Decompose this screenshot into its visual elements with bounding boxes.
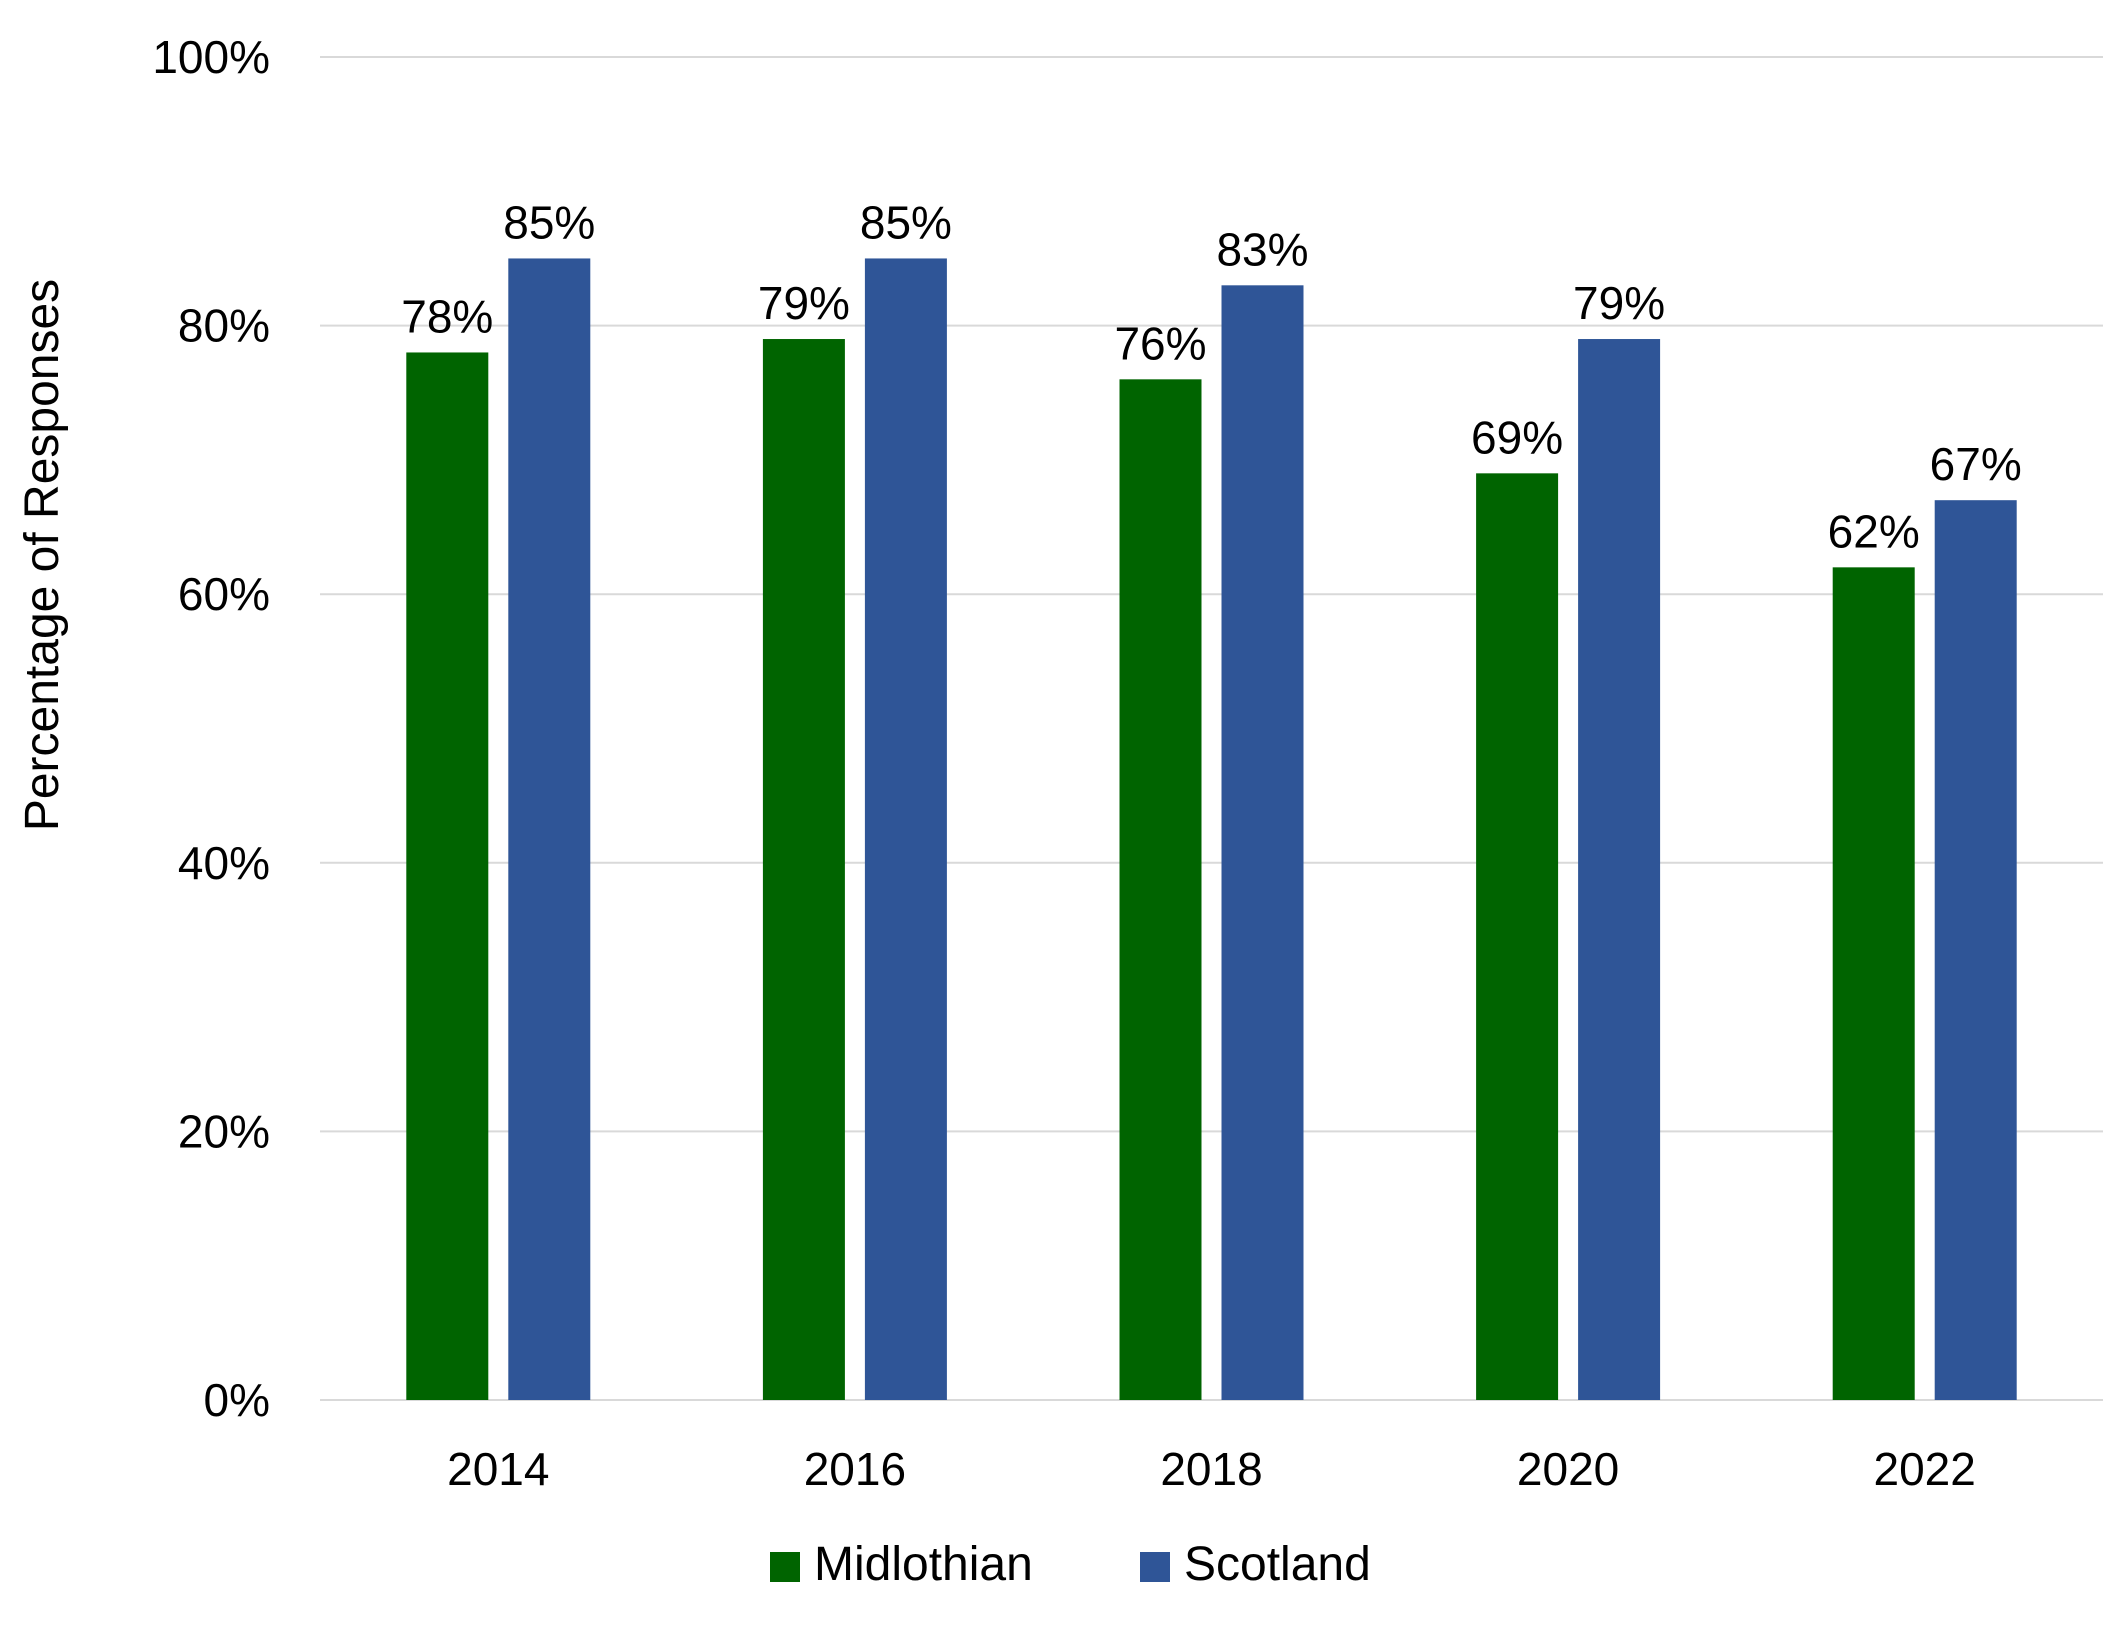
legend-swatch-scotland [1140,1552,1170,1582]
y-axis-ticks: 0% 20% 40% 60% 80% 100% [152,31,270,1426]
x-tick-label: 2018 [1160,1443,1262,1495]
bar-midlothian-2018 [1119,379,1202,1400]
y-tick-label: 60% [178,568,270,620]
y-tick-label: 100% [152,31,270,83]
bar-scotland-2014 [508,258,591,1401]
bar-scotland-2020 [1578,339,1661,1400]
data-label-midlothian-2018: 76% [1114,317,1206,369]
x-tick-label: 2020 [1517,1443,1619,1495]
x-tick-label: 2022 [1874,1443,1976,1495]
x-tick-label: 2016 [804,1443,906,1495]
legend-label-midlothian: Midlothian [814,1538,1033,1591]
x-axis-ticks: 2014 2016 2018 2020 2022 [447,1443,1976,1495]
bar-midlothian-2014 [406,352,489,1401]
y-tick-label: 80% [178,300,270,352]
legend: Midlothian Scotland [770,1538,1371,1591]
data-label-scotland-2022: 67% [1930,438,2022,490]
y-tick-label: 0% [204,1374,270,1426]
y-tick-label: 20% [178,1105,270,1157]
bar-scotland-2016 [864,258,947,1401]
data-label-scotland-2014: 85% [503,196,595,248]
gridlines [320,56,2103,1401]
bar-midlothian-2022 [1832,567,1915,1400]
bar-midlothian-2020 [1476,473,1559,1401]
data-label-midlothian-2020: 69% [1471,411,1563,463]
bar-scotland-2018 [1221,285,1304,1400]
data-label-midlothian-2016: 79% [758,277,850,329]
bar-midlothian-2016 [762,339,845,1400]
bars [406,258,2017,1401]
y-tick-label: 40% [178,837,270,889]
data-label-scotland-2016: 85% [860,196,952,248]
data-label-scotland-2018: 83% [1216,223,1308,275]
x-tick-label: 2014 [447,1443,549,1495]
data-label-midlothian-2022: 62% [1828,505,1920,557]
legend-swatch-midlothian [770,1552,800,1582]
data-label-midlothian-2014: 78% [401,290,493,342]
legend-label-scotland: Scotland [1184,1538,1371,1591]
y-axis-title: Percentage of Responses [16,279,69,831]
data-labels: 78%85%79%85%76%83%69%79%62%67% [401,196,2021,557]
bar-scotland-2022 [1934,500,2017,1400]
data-label-scotland-2020: 79% [1573,277,1665,329]
